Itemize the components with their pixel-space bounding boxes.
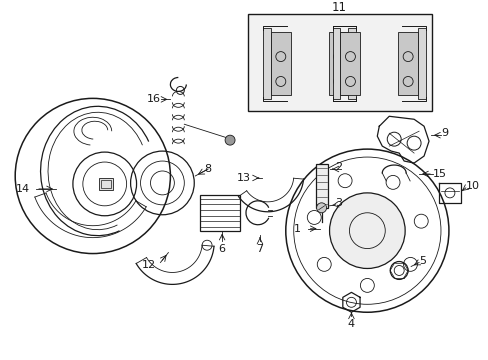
Text: 11: 11 xyxy=(331,1,346,14)
Text: 3: 3 xyxy=(335,198,342,208)
Bar xyxy=(270,32,290,95)
Bar xyxy=(397,32,417,95)
Text: 16: 16 xyxy=(146,94,160,104)
Text: 13: 13 xyxy=(237,173,250,183)
Text: 7: 7 xyxy=(256,244,263,253)
Text: 9: 9 xyxy=(440,128,447,138)
Text: 2: 2 xyxy=(335,162,342,172)
Circle shape xyxy=(224,135,235,145)
Text: 1: 1 xyxy=(294,224,301,234)
Text: 15: 15 xyxy=(432,169,446,179)
Bar xyxy=(340,32,360,95)
Bar xyxy=(328,32,348,95)
Text: 12: 12 xyxy=(141,261,155,270)
Bar xyxy=(263,28,270,99)
Bar xyxy=(417,28,425,99)
Bar xyxy=(315,164,327,208)
Text: 14: 14 xyxy=(16,184,30,194)
Bar xyxy=(101,180,110,188)
Text: 6: 6 xyxy=(218,244,225,253)
Circle shape xyxy=(329,193,405,269)
Text: 5: 5 xyxy=(418,256,425,266)
Text: 4: 4 xyxy=(347,319,354,329)
Bar xyxy=(200,195,240,231)
Circle shape xyxy=(316,203,326,213)
Bar xyxy=(247,14,431,111)
Bar xyxy=(348,28,356,99)
Bar xyxy=(99,178,112,190)
Bar xyxy=(332,28,340,99)
Text: 8: 8 xyxy=(204,164,211,174)
Text: 10: 10 xyxy=(465,181,479,191)
